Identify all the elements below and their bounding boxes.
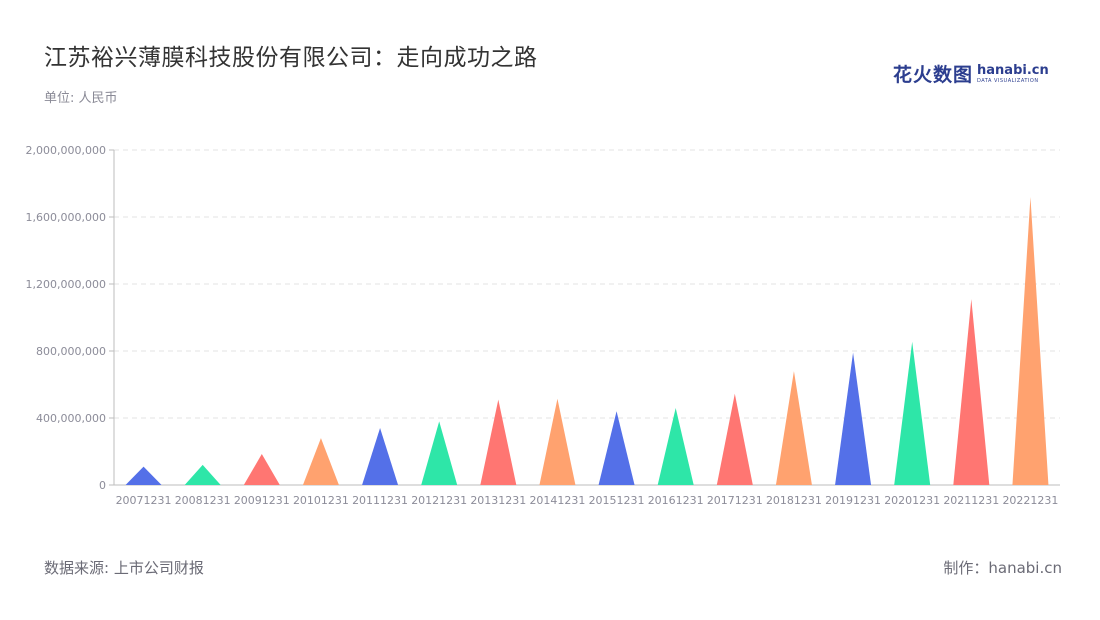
- bar-20211231: [953, 299, 990, 485]
- grid-layer: [114, 149, 1060, 419]
- x-tick-label: 20131231: [470, 494, 526, 507]
- x-tick-label: 20211231: [943, 494, 999, 507]
- y-tick-label: 400,000,000: [36, 412, 106, 425]
- logo-subtitle: DATA VISUALIZATION: [977, 77, 1039, 84]
- data-source: 数据来源: 上市公司财报: [44, 559, 204, 577]
- bar-20121231: [421, 421, 458, 485]
- x-tick-label: 20111231: [352, 494, 408, 507]
- chart-title: 江苏裕兴薄膜科技股份有限公司：走向成功之路: [44, 45, 538, 71]
- y-tick-label: 1,600,000,000: [26, 211, 106, 224]
- x-tick-label: 20191231: [825, 494, 881, 507]
- maker-credit: 制作：hanabi.cn: [943, 559, 1062, 577]
- x-tick-label: 20091231: [234, 494, 290, 507]
- y-tick-label: 1,200,000,000: [26, 278, 106, 291]
- bar-20171231: [716, 393, 753, 485]
- x-tick-label: 20161231: [648, 494, 704, 507]
- x-tick-label: 20171231: [707, 494, 763, 507]
- x-tick-label: 20121231: [411, 494, 467, 507]
- bar-20101231: [302, 438, 339, 485]
- x-tick-label: 20101231: [293, 494, 349, 507]
- bar-20091231: [243, 454, 280, 485]
- hanabi-logo: 花火数图 hanabi.cn DATA VISUALIZATION: [893, 60, 1049, 87]
- bar-20221231: [1012, 196, 1049, 485]
- bar-20191231: [835, 352, 872, 485]
- x-tick-label: 20221231: [1002, 494, 1058, 507]
- bar-20081231: [184, 464, 221, 485]
- x-tick-label: 20071231: [116, 494, 172, 507]
- x-tick-label: 20181231: [766, 494, 822, 507]
- logo-text-en: hanabi.cn: [977, 62, 1049, 78]
- bar-20111231: [362, 428, 399, 485]
- x-tick-label: 20141231: [529, 494, 585, 507]
- bar-20161231: [657, 407, 694, 485]
- bar-20071231: [125, 466, 162, 485]
- y-tick-label: 800,000,000: [36, 345, 106, 358]
- bar-20131231: [480, 399, 517, 485]
- unit-label: 单位: 人民币: [44, 91, 118, 106]
- bar-layer: [125, 196, 1049, 485]
- y-tick-label: 0: [99, 479, 106, 492]
- x-tick-label: 20081231: [175, 494, 231, 507]
- logo-text-cn: 花火数图: [893, 64, 974, 86]
- y-tick-label: 2,000,000,000: [26, 144, 106, 157]
- bar-20141231: [539, 398, 576, 485]
- bar-20151231: [598, 411, 635, 485]
- logo-text-en-group: hanabi.cn DATA VISUALIZATION: [977, 64, 1049, 84]
- x-tick-label: 20151231: [589, 494, 645, 507]
- bar-20201231: [894, 341, 931, 485]
- label-layer: 0 400,000,000 800,000,000 1,200,000,000 1,60…: [26, 144, 1059, 507]
- bar-20181231: [775, 371, 812, 485]
- x-tick-label: 20201231: [884, 494, 940, 507]
